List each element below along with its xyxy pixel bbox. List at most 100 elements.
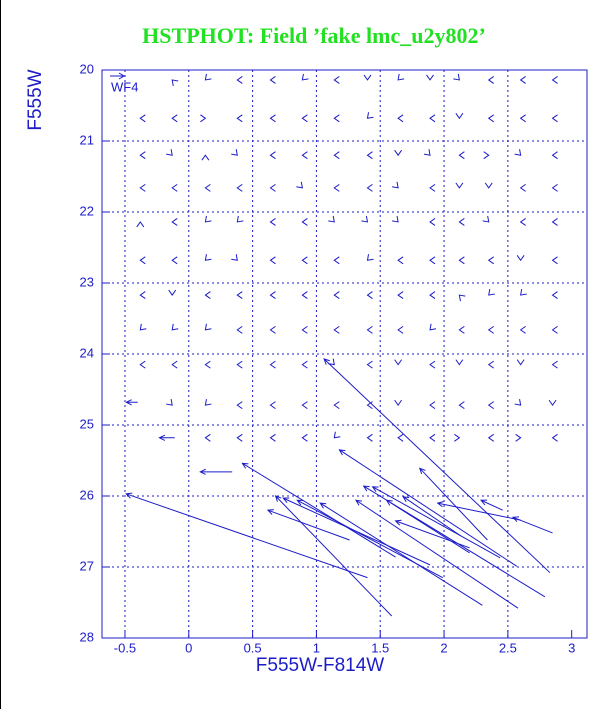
arrow-head <box>484 182 493 189</box>
arrow-head <box>453 73 460 81</box>
arrow-head <box>366 291 373 299</box>
arrow-head <box>397 114 404 123</box>
arrow-head <box>301 360 308 369</box>
arrow-head <box>236 360 243 369</box>
wf4-marker <box>110 72 125 80</box>
arrow <box>241 462 396 558</box>
x-tick-label: -0.5 <box>114 640 136 655</box>
chart-title: HSTPHOT: Field ’fake lmc_u2y802’ <box>142 23 486 48</box>
arrow-head <box>519 325 526 334</box>
y-tick-label: 20 <box>80 61 94 76</box>
arrow-head <box>333 76 340 84</box>
arrow-head <box>301 433 308 442</box>
arrow-head <box>429 360 436 369</box>
arrow-head <box>204 323 212 331</box>
arrow-head <box>269 114 276 123</box>
arrow-head <box>487 433 495 442</box>
arrow-head <box>139 256 146 265</box>
arrow-head <box>397 325 404 334</box>
arrow-head <box>487 256 495 265</box>
arrow-head <box>269 325 276 334</box>
arrow-head <box>366 401 373 410</box>
y-tick-label: 25 <box>80 416 94 431</box>
arrow <box>319 502 483 606</box>
arrow-head <box>514 399 522 406</box>
arrow-head <box>488 288 495 296</box>
arrow-head <box>551 114 558 123</box>
arrow-head <box>333 256 340 265</box>
arrow-head <box>392 215 399 223</box>
arrow-head <box>394 149 403 157</box>
arrow-head <box>301 218 308 226</box>
arrow-head <box>269 256 276 265</box>
arrow-head <box>551 433 558 442</box>
arrow-head <box>455 359 464 366</box>
x-tick-label: 1 <box>313 640 320 655</box>
y-tick-label: 21 <box>80 132 94 147</box>
arrow-head <box>171 256 178 265</box>
arrow-head <box>204 291 211 299</box>
arrow-head <box>204 183 211 192</box>
arrow-head <box>429 218 436 226</box>
arrow-head <box>458 151 465 160</box>
arrow-head <box>429 114 436 123</box>
arrow-head <box>458 218 465 226</box>
x-tick-label: 2 <box>440 640 447 655</box>
arrow-head <box>269 433 276 442</box>
arrow-head <box>171 114 178 123</box>
arrow-head <box>201 154 210 161</box>
plot-frame <box>101 69 588 639</box>
arrow-head <box>397 291 404 299</box>
arrow-head <box>333 401 340 410</box>
x-tick-label: 2.5 <box>499 640 517 655</box>
y-tick-label: 28 <box>80 629 94 644</box>
arrow-head <box>301 291 308 299</box>
arrow-head <box>236 291 243 299</box>
x-tick-label: 0.5 <box>244 640 262 655</box>
arrow-head <box>139 151 146 160</box>
arrow-head <box>301 114 308 123</box>
arrow-head <box>236 433 243 442</box>
y-tick-label: 27 <box>80 558 94 573</box>
y-tick-label: 22 <box>80 203 94 218</box>
arrow-head <box>269 183 276 192</box>
arrow-head <box>392 181 399 189</box>
arrow-head <box>366 183 373 192</box>
arrow-head <box>551 218 558 226</box>
arrow-head <box>519 183 526 192</box>
arrow-head <box>366 112 374 119</box>
arrow-head <box>166 149 173 156</box>
arrow-head <box>269 291 276 299</box>
arrow-head <box>551 76 558 84</box>
arrow-head <box>301 151 308 160</box>
arrow-head <box>236 215 244 223</box>
arrow-head <box>171 79 179 87</box>
arrow-head <box>333 183 340 192</box>
arrow-head <box>551 291 558 299</box>
arrow-head <box>487 325 495 334</box>
arrow-head <box>139 323 147 331</box>
arrow-head <box>551 325 558 334</box>
x-tick-label: 1.5 <box>371 640 389 655</box>
arrow-head <box>516 254 525 262</box>
x-tick-label: 3 <box>568 640 575 655</box>
arrow-head <box>204 254 212 261</box>
arrow-head <box>455 182 464 189</box>
arrow-head <box>301 325 308 334</box>
arrow <box>355 499 519 609</box>
arrow <box>274 495 393 617</box>
arrow-head <box>328 215 335 223</box>
arrow <box>338 449 518 567</box>
arrow <box>125 399 138 406</box>
arrow-head <box>328 358 335 366</box>
arrow-head <box>429 433 436 442</box>
arrow-head <box>458 294 466 302</box>
arrow-head <box>482 215 490 223</box>
arrow-head <box>204 73 212 81</box>
arrow-head <box>366 433 373 442</box>
arrow-head <box>269 401 276 410</box>
arrow-head <box>171 218 178 226</box>
y-tick-label: 24 <box>80 345 94 360</box>
arrow-head <box>361 215 369 223</box>
arrow-head <box>519 218 526 226</box>
